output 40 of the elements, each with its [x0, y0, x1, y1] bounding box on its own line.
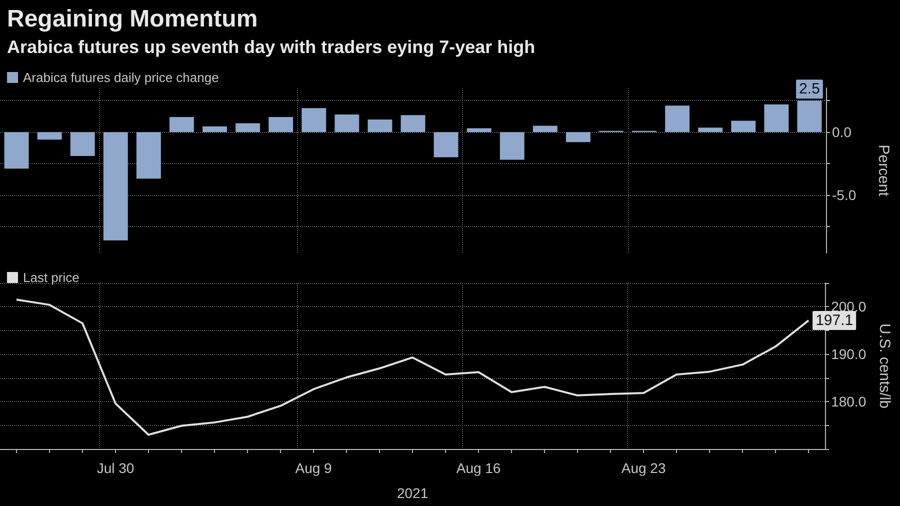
data-label: 2.5: [799, 80, 820, 98]
x-tick-label: Aug 9: [295, 460, 332, 476]
bar: [400, 115, 426, 132]
bar: [665, 106, 690, 132]
bar: [698, 128, 723, 132]
x-tick-label: Aug 16: [456, 460, 501, 476]
y-axis-title: Percent: [875, 144, 892, 198]
x-axis-title: 2021: [396, 485, 428, 501]
bar: [466, 128, 492, 132]
y-tick-label: 0.0: [832, 124, 852, 140]
bar: [4, 132, 29, 169]
x-tick-label: Jul 30: [96, 460, 134, 476]
bar: [731, 120, 756, 132]
bar: [500, 132, 524, 160]
bar: [136, 132, 161, 179]
y-tick-label: 180.0: [831, 394, 866, 410]
bar: [434, 132, 458, 158]
bar: [302, 108, 326, 132]
bar: [202, 126, 227, 132]
bar: [103, 132, 128, 240]
bar: [37, 132, 62, 140]
y-tick-label: 190.0: [831, 346, 866, 362]
bar: [532, 126, 558, 132]
bar: [70, 132, 95, 156]
bar: [368, 119, 392, 132]
bar: [764, 104, 789, 132]
bar: [268, 116, 294, 132]
y-tick-label: -5.0: [832, 187, 856, 204]
chart-subtitle: Arabica futures up seventh day with traders eying 7-year high: [7, 37, 536, 57]
bar: [236, 123, 260, 132]
bar: [169, 116, 194, 132]
bar: [334, 114, 360, 132]
data-label: 197.1: [816, 312, 854, 329]
line-series: [16, 298, 810, 436]
legend-label: Last price: [23, 270, 80, 285]
x-tick-label: Aug 23: [621, 460, 666, 476]
legend-label: Arabica futures daily price change: [23, 70, 219, 85]
y-axis-title: U.S. cents/lb: [876, 323, 893, 409]
bar: [566, 132, 590, 142]
chart-title: Regaining Momentum: [7, 6, 258, 32]
